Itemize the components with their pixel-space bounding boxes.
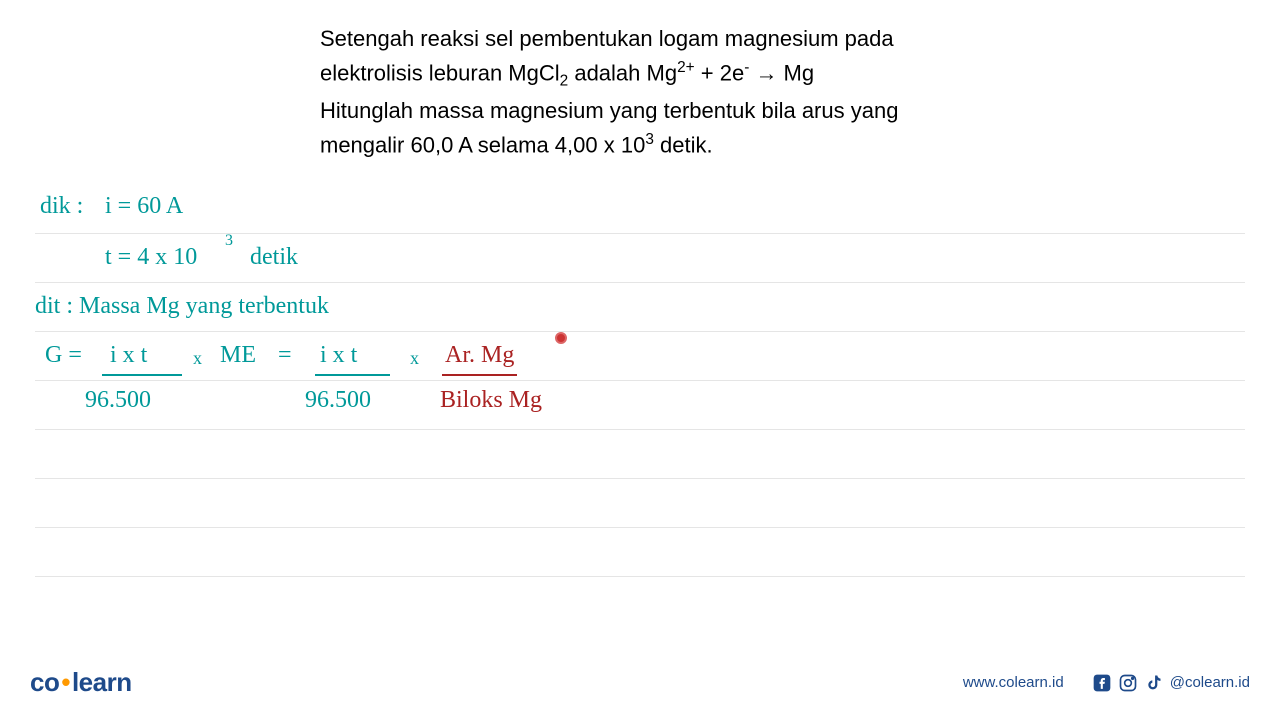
ME: ME: [220, 342, 256, 369]
fraction-line: [102, 374, 182, 376]
handwriting-area: dik : i = 60 A t = 4 x 10 3 detik dit : …: [35, 185, 1245, 626]
i-value: i = 60 A: [105, 193, 183, 220]
times-2: x: [410, 348, 419, 369]
G-equals: G =: [45, 342, 82, 369]
ruled-line: [35, 577, 1245, 626]
problem-line-1: Setengah reaksi sel pembentukan logam ma…: [320, 22, 1020, 56]
problem-line-3: Hitunglah massa magnesium yang terbentuk…: [320, 94, 1020, 128]
ruled-line: t = 4 x 10 3 detik: [35, 234, 1245, 283]
dit-label: dit : Massa Mg yang terbentuk: [35, 293, 329, 320]
dik-label: dik :: [40, 193, 83, 220]
problem-line-2: elektrolisis leburan MgCl2 adalah Mg2+ +…: [320, 56, 1020, 94]
problem-line-4: mengalir 60,0 A selama 4,00 x 103 detik.: [320, 128, 1020, 162]
equals: =: [278, 342, 292, 369]
t-exponent: 3: [225, 232, 233, 250]
ruled-line: [35, 479, 1245, 528]
ruled-line: 96.500 96.500 Biloks Mg: [35, 381, 1245, 430]
ixt-numerator-2: i x t: [320, 342, 357, 369]
fraction-line: [315, 374, 390, 376]
website-url: www.colearn.id: [963, 674, 1064, 691]
footer: co•learn www.colearn.id @colearn.id: [30, 667, 1250, 698]
t-value-b: detik: [250, 244, 298, 271]
tiktok-icon: [1144, 673, 1164, 693]
times-1: x: [193, 348, 202, 369]
denominator-2: 96.500: [305, 387, 371, 414]
ruled-line: dit : Massa Mg yang terbentuk: [35, 283, 1245, 332]
biloks-mg: Biloks Mg: [440, 387, 542, 414]
ruled-line: G = i x t x ME = i x t x Ar. Mg: [35, 332, 1245, 381]
pointer-dot: [555, 332, 567, 344]
social-links: @colearn.id: [1092, 673, 1250, 693]
t-value-a: t = 4 x 10: [105, 244, 197, 271]
ruled-line: [35, 528, 1245, 577]
logo-dot-icon: •: [61, 667, 70, 698]
instagram-icon: [1118, 673, 1138, 693]
footer-right: www.colearn.id @colearn.id: [963, 673, 1250, 693]
fraction-line: [442, 374, 517, 376]
denominator-1: 96.500: [85, 387, 151, 414]
ruled-line: dik : i = 60 A: [35, 185, 1245, 234]
ar-mg: Ar. Mg: [445, 342, 514, 369]
problem-statement: Setengah reaksi sel pembentukan logam ma…: [320, 22, 1020, 162]
ixt-numerator-1: i x t: [110, 342, 147, 369]
ruled-line: [35, 430, 1245, 479]
facebook-icon: [1092, 673, 1112, 693]
brand-logo: co•learn: [30, 667, 132, 698]
social-handle: @colearn.id: [1170, 674, 1250, 691]
